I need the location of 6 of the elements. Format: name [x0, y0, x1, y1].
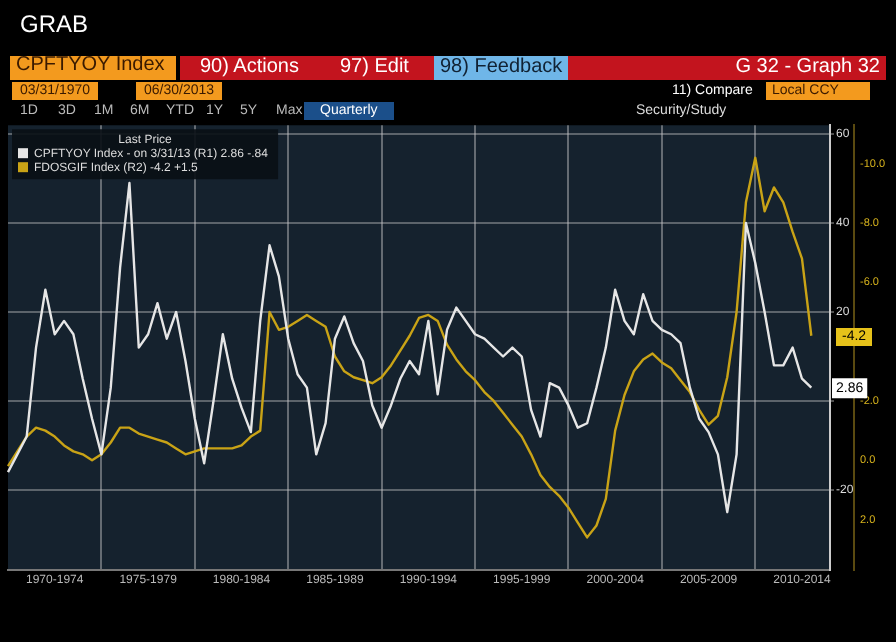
chart-subtitle: G 32 - Graph 32 [735, 56, 880, 78]
text: GRAB [20, 10, 89, 38]
text: 97) Edit [340, 56, 409, 78]
text: 98) Feedback [434, 56, 569, 80]
chart-title: CPFTYOY Index [10, 54, 176, 80]
text: 90) Actions [200, 56, 299, 78]
